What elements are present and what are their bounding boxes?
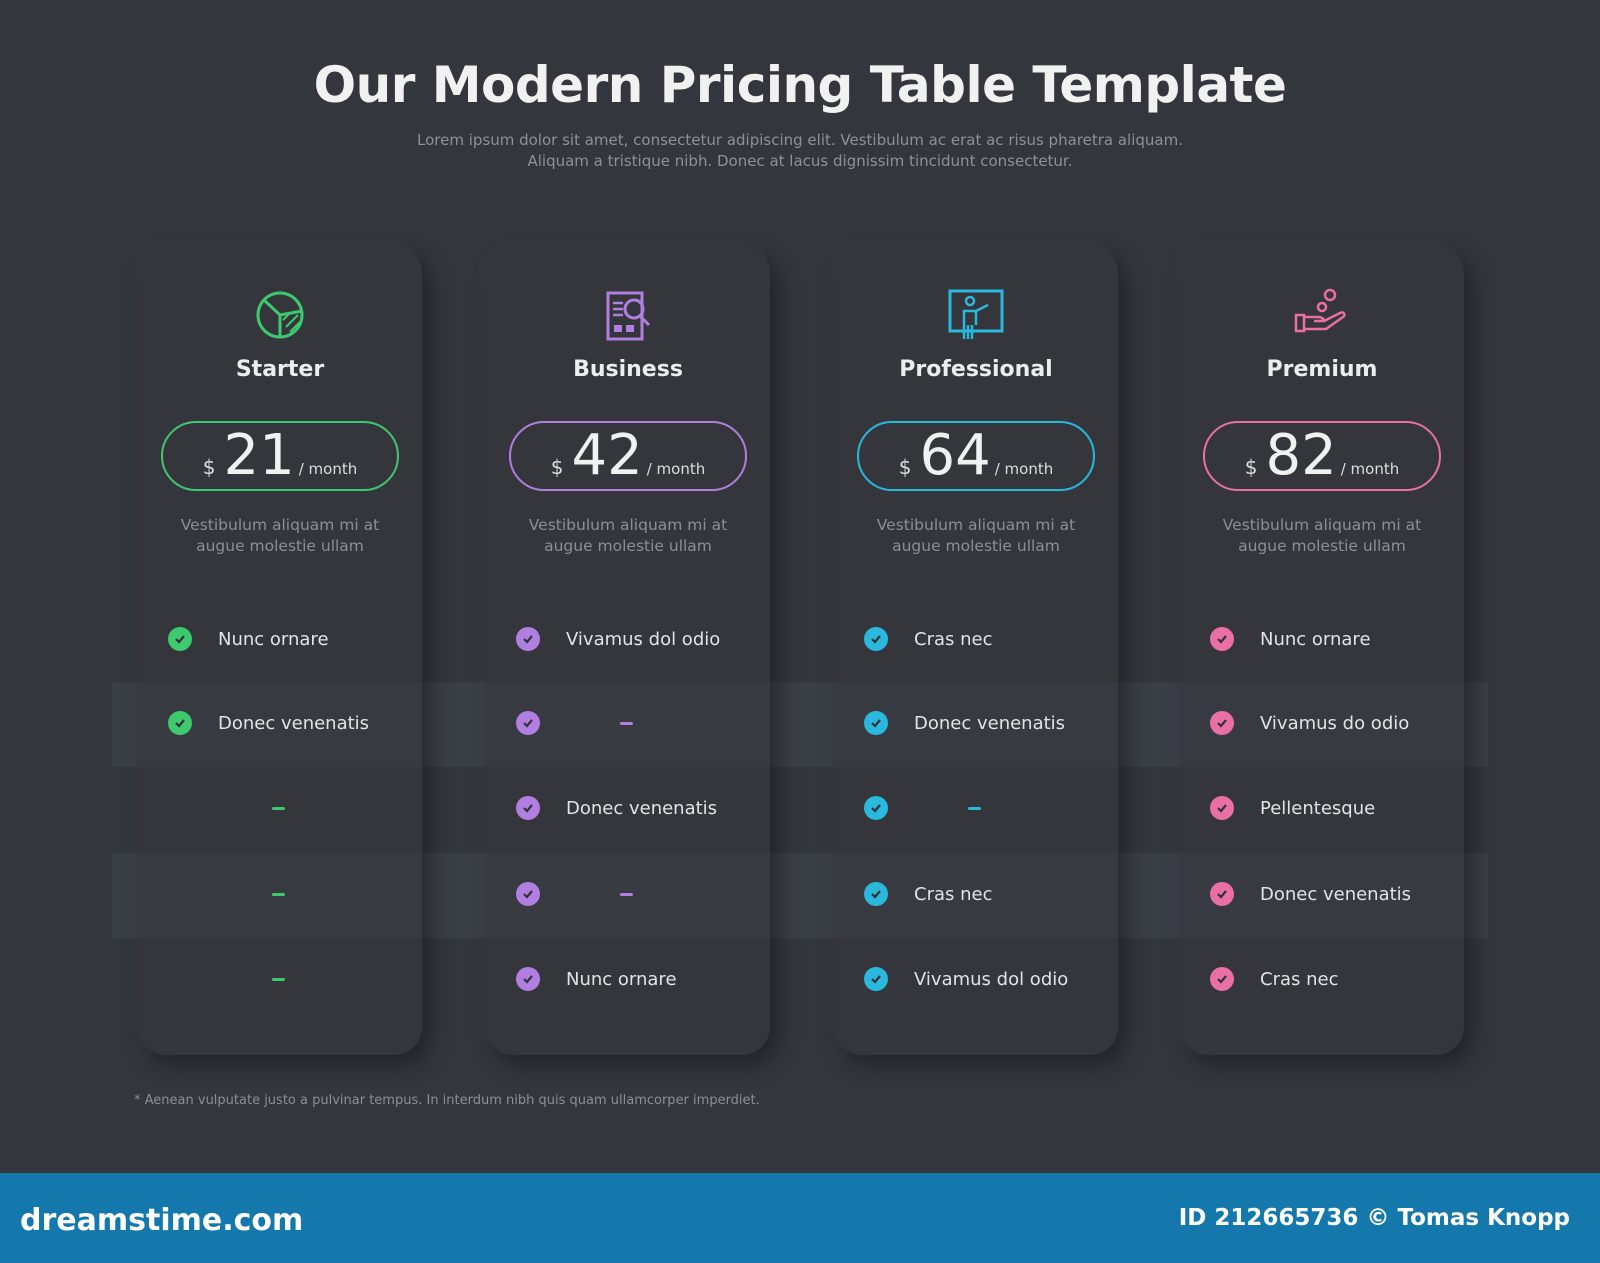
feature-label: Nunc ornare (566, 968, 677, 990)
hand-coins-icon (1292, 285, 1352, 345)
price-amount: 21 (223, 423, 295, 488)
check-icon (864, 627, 888, 651)
check-icon (516, 627, 540, 651)
dash-icon (272, 806, 285, 810)
plan-description: Vestibulum aliquam mi at augue molestie … (528, 516, 728, 555)
plan-name: Professional (899, 357, 1053, 382)
dash-icon (968, 806, 981, 810)
check-icon (516, 711, 540, 735)
financial-report-icon (598, 285, 658, 345)
pie-chart-icon (250, 285, 310, 345)
feature-label: Vivamus do odio (1260, 712, 1410, 734)
plan-description: Vestibulum aliquam mi at augue molestie … (180, 516, 380, 555)
check-icon (1210, 967, 1234, 991)
feature-label: Pellentesque (1260, 797, 1376, 819)
feature-label: Donec venenatis (218, 712, 370, 734)
feature-label: Donec venenatis (914, 712, 1066, 734)
feature-row: Donec venenatis (834, 708, 1118, 738)
presentation-icon (946, 285, 1006, 345)
feature-row: Donec venenatis (138, 708, 422, 738)
price-period: / month (1340, 460, 1400, 478)
price-period: / month (646, 460, 706, 478)
check-icon (168, 627, 192, 651)
feature-row: Cras nec (834, 624, 1118, 654)
check-icon (168, 711, 192, 735)
footer-bar: dreamstime.com ID 212665736 © Tomas Knop… (0, 1173, 1600, 1263)
price-amount: 82 (1265, 423, 1337, 488)
check-icon (1210, 796, 1234, 820)
currency: $ (898, 455, 912, 479)
check-icon (1210, 882, 1234, 906)
feature-label: Nunc ornare (218, 628, 329, 650)
feature-row: Cras nec (1180, 964, 1464, 994)
plan-description: Vestibulum aliquam mi at augue molestie … (876, 516, 1076, 555)
plan-card-bg (486, 245, 770, 1055)
plan-card-bg (1180, 245, 1464, 1055)
feature-row: Cras nec (834, 879, 1118, 909)
feature-row: Donec venenatis (1180, 879, 1464, 909)
feature-row (138, 793, 422, 823)
currency: $ (1244, 455, 1258, 479)
feature-label: Cras nec (914, 628, 993, 650)
price-period: / month (298, 460, 358, 478)
price-amount: 42 (571, 423, 643, 488)
plan-card-premium: Premium $ 82 / month Vestibulum aliquam … (1180, 245, 1464, 1055)
dash-icon (620, 721, 633, 725)
feature-row: Nunc ornare (486, 964, 770, 994)
feature-row: Pellentesque (1180, 793, 1464, 823)
plan-name: Starter (235, 357, 325, 382)
feature-row: Donec venenatis (486, 793, 770, 823)
plan-card-bg (834, 245, 1118, 1055)
footer-logo[interactable]: dreamstime.com (20, 1203, 304, 1238)
feature-row: Nunc ornare (1180, 624, 1464, 654)
feature-label: Nunc ornare (1260, 628, 1371, 650)
feature-label: Donec venenatis (566, 797, 718, 819)
feature-label: Donec venenatis (1260, 883, 1412, 905)
currency: $ (550, 455, 564, 479)
plan-card-bg (138, 245, 422, 1055)
check-icon (516, 796, 540, 820)
plan-description: Vestibulum aliquam mi at augue molestie … (1222, 516, 1422, 555)
feature-row: Vivamus do odio (1180, 708, 1464, 738)
check-icon (864, 882, 888, 906)
price-period: / month (994, 460, 1054, 478)
feature-row (138, 879, 422, 909)
check-icon (1210, 627, 1234, 651)
footnote: * Aenean vulputate justo a pulvinar temp… (134, 1093, 760, 1108)
check-icon (864, 967, 888, 991)
feature-row (834, 793, 1118, 823)
feature-row: Nunc ornare (138, 624, 422, 654)
currency: $ (202, 455, 216, 479)
footer-credit: ID 212665736 © Tomas Knopp (1178, 1205, 1570, 1231)
feature-label: Cras nec (1260, 968, 1339, 990)
plan-card-business: Business $ 42 / month Vestibulum aliquam… (486, 245, 770, 1055)
page-subtitle: Lorem ipsum dolor sit amet, consectetur … (417, 131, 1183, 170)
plan-name: Premium (1266, 357, 1378, 382)
feature-row (486, 708, 770, 738)
price-amount: 64 (919, 423, 991, 488)
check-icon (516, 882, 540, 906)
plan-card-starter: Starter $ 21 / month Vestibulum aliquam … (138, 245, 422, 1055)
page-title: Our Modern Pricing Table Template (313, 56, 1287, 114)
feature-row: Vivamus dol odio (834, 964, 1118, 994)
dash-icon (620, 892, 633, 896)
check-icon (864, 796, 888, 820)
feature-row: Vivamus dol odio (486, 624, 770, 654)
price-pill[interactable]: $ 64 / month (857, 421, 1095, 491)
plan-name: Business (573, 357, 683, 382)
price-pill[interactable]: $ 21 / month (161, 421, 399, 491)
price-pill[interactable]: $ 82 / month (1203, 421, 1441, 491)
check-icon (516, 967, 540, 991)
plan-card-professional: Professional $ 64 / month Vestibulum ali… (834, 245, 1118, 1055)
dash-icon (272, 892, 285, 896)
check-icon (1210, 711, 1234, 735)
price-pill[interactable]: $ 42 / month (509, 421, 747, 491)
check-icon (864, 711, 888, 735)
feature-label: Vivamus dol odio (566, 628, 721, 650)
feature-row (138, 964, 422, 994)
dash-icon (272, 977, 285, 981)
feature-row (486, 879, 770, 909)
feature-label: Vivamus dol odio (914, 968, 1069, 990)
feature-label: Cras nec (914, 883, 993, 905)
